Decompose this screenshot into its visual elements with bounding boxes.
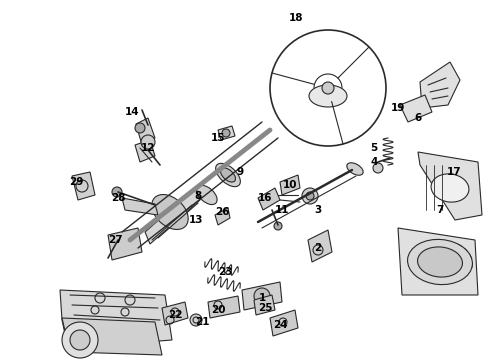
- Circle shape: [302, 188, 318, 204]
- Text: 14: 14: [124, 107, 139, 117]
- Ellipse shape: [408, 239, 472, 285]
- Text: 5: 5: [370, 143, 378, 153]
- Text: 9: 9: [237, 167, 244, 177]
- Polygon shape: [400, 95, 432, 122]
- Polygon shape: [122, 198, 158, 215]
- Text: 19: 19: [391, 103, 405, 113]
- Circle shape: [274, 222, 282, 230]
- Polygon shape: [135, 140, 155, 162]
- Text: 1: 1: [258, 293, 266, 303]
- Ellipse shape: [431, 174, 469, 202]
- Polygon shape: [145, 188, 200, 244]
- Ellipse shape: [417, 247, 463, 277]
- Text: 18: 18: [289, 13, 303, 23]
- Text: 24: 24: [273, 320, 287, 330]
- Ellipse shape: [220, 168, 236, 182]
- Text: 12: 12: [141, 143, 155, 153]
- Polygon shape: [162, 302, 188, 325]
- Polygon shape: [208, 296, 240, 318]
- Text: 21: 21: [195, 317, 209, 327]
- Text: 26: 26: [215, 207, 229, 217]
- Circle shape: [141, 135, 155, 149]
- Text: 6: 6: [415, 113, 421, 123]
- Circle shape: [70, 330, 90, 350]
- Text: 7: 7: [436, 205, 443, 215]
- Text: 13: 13: [189, 215, 203, 225]
- Circle shape: [306, 192, 314, 200]
- Text: 20: 20: [211, 305, 225, 315]
- Polygon shape: [215, 208, 230, 225]
- Polygon shape: [258, 188, 280, 210]
- Circle shape: [322, 82, 334, 94]
- Text: 27: 27: [108, 235, 122, 245]
- Text: 8: 8: [195, 191, 201, 201]
- Polygon shape: [398, 228, 478, 295]
- Polygon shape: [218, 126, 235, 140]
- Polygon shape: [60, 290, 172, 348]
- Polygon shape: [242, 282, 282, 310]
- Text: 16: 16: [258, 193, 272, 203]
- Ellipse shape: [197, 185, 217, 204]
- Circle shape: [373, 163, 383, 173]
- Polygon shape: [62, 318, 162, 355]
- Ellipse shape: [309, 85, 347, 107]
- Text: 25: 25: [258, 303, 272, 313]
- Text: 23: 23: [218, 267, 232, 277]
- Polygon shape: [420, 62, 460, 108]
- Polygon shape: [280, 175, 300, 195]
- Circle shape: [135, 123, 145, 133]
- Circle shape: [62, 322, 98, 358]
- Circle shape: [254, 288, 270, 304]
- Polygon shape: [270, 310, 298, 336]
- Text: 22: 22: [168, 310, 182, 320]
- Polygon shape: [254, 295, 275, 315]
- Polygon shape: [418, 152, 482, 220]
- Text: 10: 10: [283, 180, 297, 190]
- Circle shape: [190, 314, 202, 326]
- Circle shape: [222, 129, 230, 137]
- Circle shape: [112, 187, 122, 197]
- Ellipse shape: [152, 194, 188, 229]
- Text: 28: 28: [111, 193, 125, 203]
- Text: 15: 15: [211, 133, 225, 143]
- Ellipse shape: [216, 163, 241, 187]
- Polygon shape: [136, 118, 155, 145]
- Text: 2: 2: [315, 243, 321, 253]
- Text: 29: 29: [69, 177, 83, 187]
- Polygon shape: [108, 228, 142, 260]
- Text: 11: 11: [275, 205, 289, 215]
- Polygon shape: [72, 172, 95, 200]
- Polygon shape: [308, 230, 332, 262]
- Text: 3: 3: [315, 205, 321, 215]
- Text: 17: 17: [447, 167, 461, 177]
- Ellipse shape: [347, 163, 363, 175]
- Text: 4: 4: [370, 157, 378, 167]
